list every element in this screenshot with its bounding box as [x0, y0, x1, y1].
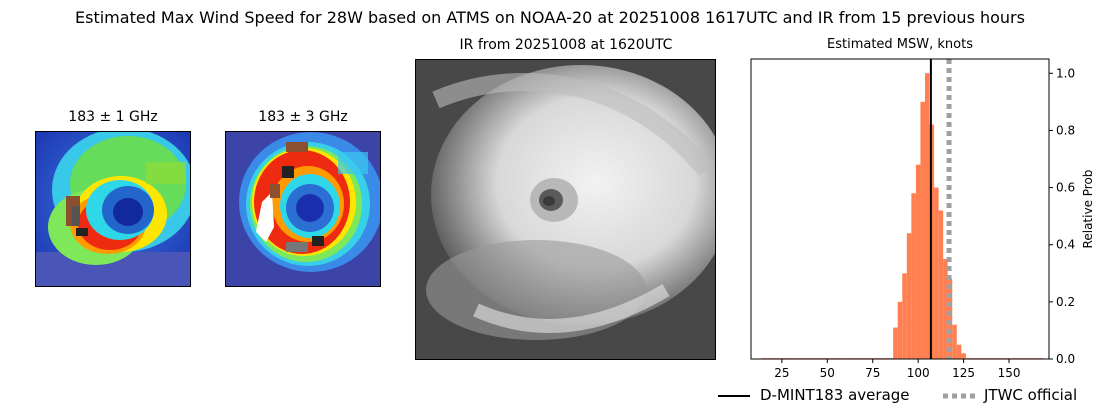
y-tick-label: 0.6 — [1056, 181, 1075, 195]
histogram-bar — [906, 233, 912, 359]
histogram-bar — [902, 273, 907, 359]
y-tick-label: 0.0 — [1056, 352, 1075, 366]
x-tick-label: 75 — [865, 366, 880, 380]
ir-title: IR from 20251008 at 1620UTC — [459, 37, 673, 53]
y-axis-label: Relative Prob — [1081, 170, 1095, 249]
legend-average-swatch — [718, 395, 750, 397]
y-tick-label: 0.8 — [1056, 123, 1075, 137]
legend-official-swatch — [943, 393, 975, 399]
x-tick-label: 25 — [774, 366, 789, 380]
y-tick-label: 1.0 — [1056, 66, 1075, 80]
histogram-bar — [938, 210, 944, 359]
histogram-bar — [897, 301, 903, 359]
histogram-bar — [943, 259, 948, 359]
histogram-bar — [920, 101, 925, 359]
histogram-bar — [924, 73, 930, 360]
x-tick-label: 50 — [820, 366, 835, 380]
legend-official-label: JTWC official — [984, 386, 1078, 404]
figure-suptitle: Estimated Max Wind Speed for 28W based o… — [75, 8, 1025, 27]
histogram-bar — [915, 164, 921, 359]
legend-average-label: D-MINT183 average — [760, 386, 910, 404]
legend: D-MINT183 average JTWC official — [716, 385, 1100, 407]
x-tick-label: 125 — [952, 366, 975, 380]
mw2-image — [225, 131, 381, 287]
ir-image — [415, 59, 716, 360]
mw1-title: 183 ± 1 GHz — [68, 109, 158, 125]
histogram-bar — [893, 327, 898, 359]
histogram-bar — [911, 193, 916, 359]
hist-chart: 25 50 75 100 125 150 0.0 0.2 0.4 0.6 0.8 1.0 Relat… — [750, 58, 1095, 380]
histogram-bar — [961, 353, 966, 359]
mw2-title: 183 ± 3 GHz — [258, 109, 348, 125]
histogram-bar — [956, 344, 962, 359]
y-tick-label: 0.2 — [1056, 295, 1075, 309]
y-tick-label: 0.4 — [1056, 238, 1075, 252]
mw1-image — [35, 131, 191, 287]
x-tick-label: 150 — [998, 366, 1021, 380]
x-tick-label: 100 — [907, 366, 930, 380]
hist-frame — [750, 58, 1050, 360]
histogram-bar — [947, 279, 953, 359]
histogram-bar — [934, 187, 939, 359]
histogram-bar — [952, 324, 957, 359]
hist-title: Estimated MSW, knots — [827, 37, 973, 52]
